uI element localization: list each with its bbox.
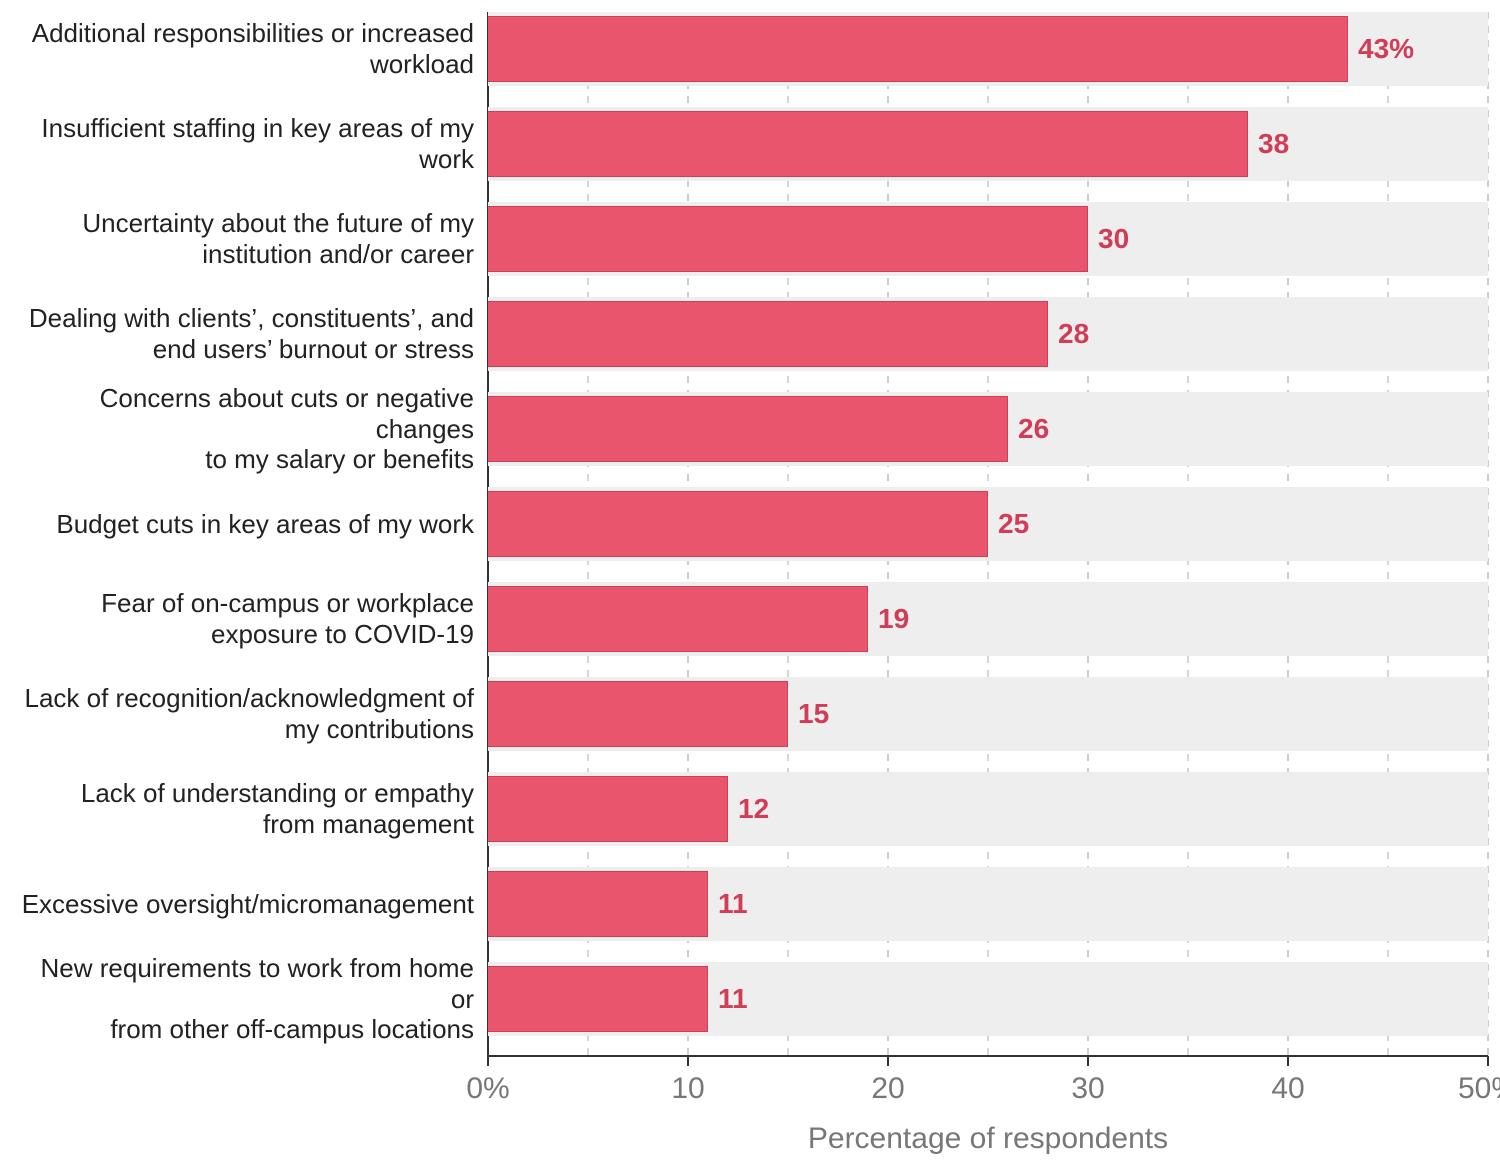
bar-value-label: 15 <box>798 698 829 730</box>
bar <box>488 776 728 842</box>
x-axis-title: Percentage of respondents <box>808 1122 1168 1156</box>
bar-row: Lack of understanding or empathy from ma… <box>488 772 1488 846</box>
bar-row: Uncertainty about the future of my insti… <box>488 202 1488 276</box>
bar <box>488 871 708 937</box>
bar-category-label: Lack of recognition/acknowledgment of my… <box>14 683 488 744</box>
bar-value-label: 30 <box>1098 223 1129 255</box>
bar-row: Fear of on-campus or workplace exposure … <box>488 582 1488 656</box>
bar-category-label: Insufficient staffing in key areas of my… <box>14 113 488 174</box>
bar-row: Lack of recognition/acknowledgment of my… <box>488 677 1488 751</box>
bar <box>488 206 1088 272</box>
bar <box>488 111 1248 177</box>
x-axis-tick-label: 50% <box>1458 1072 1500 1106</box>
bar <box>488 586 868 652</box>
x-axis-tick-label: 40 <box>1271 1072 1304 1106</box>
bars-area: Additional responsibilities or increased… <box>488 12 1488 1056</box>
bar-value-label: 43% <box>1358 33 1414 65</box>
bar-value-label: 28 <box>1058 318 1089 350</box>
bar-value-label: 38 <box>1258 128 1289 160</box>
bar-value-label: 25 <box>998 508 1029 540</box>
bar-category-label: Additional responsibilities or increased… <box>14 18 488 79</box>
bar <box>488 396 1008 462</box>
bar-row: Budget cuts in key areas of my work25 <box>488 487 1488 561</box>
bar <box>488 966 708 1032</box>
x-axis-tick-label: 20 <box>871 1072 904 1106</box>
bar-value-label: 11 <box>718 983 748 1015</box>
bar-category-label: New requirements to work from home or fr… <box>14 953 488 1045</box>
bar <box>488 681 788 747</box>
bar-category-label: Dealing with clients’, constituents’, an… <box>14 303 488 364</box>
x-axis-tick-label: 30 <box>1071 1072 1104 1106</box>
bar-row: New requirements to work from home or fr… <box>488 962 1488 1036</box>
bar-value-label: 26 <box>1018 413 1049 445</box>
bar-category-label: Uncertainty about the future of my insti… <box>14 208 488 269</box>
x-axis-tick-label: 0% <box>466 1072 509 1106</box>
bar-category-label: Excessive oversight/micromanagement <box>14 889 488 920</box>
bar-value-label: 19 <box>878 603 909 635</box>
bar-row: Excessive oversight/micromanagement11 <box>488 867 1488 941</box>
bar-row: Concerns about cuts or negative changes … <box>488 392 1488 466</box>
bar-category-label: Lack of understanding or empathy from ma… <box>14 778 488 839</box>
bar-value-label: 12 <box>738 793 769 825</box>
bar-category-label: Budget cuts in key areas of my work <box>14 509 488 540</box>
bar-row: Additional responsibilities or increased… <box>488 12 1488 86</box>
bar <box>488 301 1048 367</box>
bar <box>488 16 1348 82</box>
bar <box>488 491 988 557</box>
bar-category-label: Concerns about cuts or negative changes … <box>14 383 488 475</box>
bar-value-label: 11 <box>718 888 748 920</box>
chart-container: Additional responsibilities or increased… <box>0 0 1500 1161</box>
bar-row: Insufficient staffing in key areas of my… <box>488 107 1488 181</box>
x-axis-tick-label: 10 <box>671 1072 704 1106</box>
bar-category-label: Fear of on-campus or workplace exposure … <box>14 588 488 649</box>
bar-row: Dealing with clients’, constituents’, an… <box>488 297 1488 371</box>
